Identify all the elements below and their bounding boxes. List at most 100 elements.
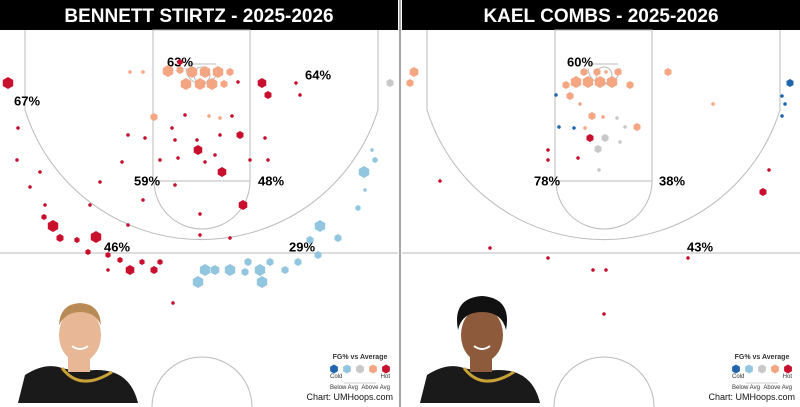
- shot-hex: [85, 249, 91, 255]
- shot-hex: [228, 236, 232, 240]
- shot-hex: [593, 68, 601, 76]
- legend-below: Below Avg: [330, 385, 358, 391]
- shot-hex: [236, 131, 244, 139]
- shot-hex: [488, 246, 492, 250]
- shot-hex: [594, 76, 606, 88]
- shot-hex: [183, 113, 187, 117]
- zone-fg-pct: 46%: [104, 239, 130, 254]
- shot-hex: [128, 70, 132, 74]
- shot-hex: [623, 125, 627, 129]
- legend-hex: [732, 364, 740, 374]
- shot-hex: [372, 157, 378, 163]
- shot-hex: [210, 265, 220, 275]
- face: [461, 308, 503, 362]
- shot-hex: [254, 264, 266, 276]
- shot-hex: [597, 168, 601, 172]
- center-circle: [553, 356, 655, 407]
- shot-hex: [594, 145, 602, 153]
- shot-hex: [2, 77, 14, 89]
- shot-hex: [601, 134, 609, 142]
- shot-hex: [125, 265, 135, 275]
- ft-circle: [555, 180, 653, 230]
- shot-hex: [614, 68, 622, 76]
- shot-hex: [370, 148, 374, 152]
- shot-hex: [604, 70, 608, 74]
- shot-hex: [199, 66, 211, 78]
- shot-hex: [570, 76, 582, 88]
- zone-fg-pct: 78%: [534, 173, 560, 188]
- legend-title: FG% vs Average: [333, 354, 388, 361]
- shot-hex: [604, 268, 608, 272]
- legend-hex: [382, 364, 390, 374]
- shot-hex: [203, 160, 207, 164]
- shot-hex: [38, 170, 42, 174]
- paint: [152, 29, 251, 182]
- shot-hex: [170, 126, 174, 130]
- shot-hex: [586, 134, 594, 142]
- shot-hex: [241, 268, 249, 276]
- hair: [457, 296, 507, 330]
- shot-hex: [576, 156, 580, 160]
- shot-hex: [588, 112, 596, 120]
- shot-hex: [248, 158, 252, 162]
- shot-hex: [582, 76, 594, 88]
- three-point-line: [426, 30, 781, 241]
- shot-hex: [212, 66, 224, 78]
- shot-hex: [16, 126, 20, 130]
- shot-hex: [177, 59, 183, 65]
- shot-hex: [88, 203, 92, 207]
- shot-hex: [106, 268, 110, 272]
- shot-hex: [238, 200, 248, 210]
- shot-hex: [220, 80, 228, 88]
- shot-hex: [266, 158, 270, 162]
- shot-hex: [386, 79, 394, 87]
- shot-hex: [194, 78, 206, 90]
- shot-hex: [334, 234, 342, 242]
- legend-hex: [745, 364, 753, 374]
- shot-hex: [546, 158, 550, 162]
- shot-hex: [173, 138, 177, 142]
- shot-hex: [438, 179, 442, 183]
- zone-fg-pct: 38%: [659, 173, 685, 188]
- shot-hex: [236, 80, 240, 84]
- shot-hex: [557, 125, 561, 129]
- shot-hex: [266, 258, 274, 266]
- shot-hex: [206, 78, 218, 90]
- shot-hex: [117, 257, 123, 263]
- shot-hex: [162, 65, 174, 77]
- shot-hex: [314, 251, 322, 259]
- shot-hex: [409, 67, 419, 77]
- shot-hex: [171, 301, 175, 305]
- credit: Chart: UMHoops.com: [306, 392, 393, 402]
- shot-hex: [759, 188, 767, 196]
- legend-hex: [784, 364, 792, 374]
- shot-hex: [780, 114, 784, 118]
- shot-hex: [157, 259, 163, 265]
- shot-hex: [192, 276, 204, 288]
- panel-title: KAEL COMBS - 2025-2026: [483, 6, 718, 27]
- shot-hex: [139, 259, 145, 265]
- legend-hex: [356, 364, 364, 374]
- legend-hex: [771, 364, 779, 374]
- shot-hex: [150, 113, 158, 121]
- title-bar: [0, 0, 398, 30]
- shot-hex: [173, 183, 177, 187]
- shot-hex: [218, 133, 222, 137]
- shot-hex: [158, 158, 162, 162]
- legend-below: Below Avg: [732, 385, 760, 391]
- shot-hex: [783, 102, 787, 106]
- shot-hex: [98, 180, 102, 184]
- shot-hex: [578, 102, 582, 106]
- zone-fg-pct: 48%: [258, 173, 284, 188]
- shot-hex: [105, 252, 111, 258]
- shot-hex: [207, 114, 211, 118]
- shot-hex: [615, 116, 619, 120]
- shot-hex: [126, 133, 130, 137]
- center-circle: [151, 356, 253, 407]
- shot-hex: [618, 140, 622, 144]
- shot-hex: [406, 79, 414, 87]
- legend-hex: [369, 364, 377, 374]
- court: [402, 29, 800, 407]
- shot-hex: [141, 198, 145, 202]
